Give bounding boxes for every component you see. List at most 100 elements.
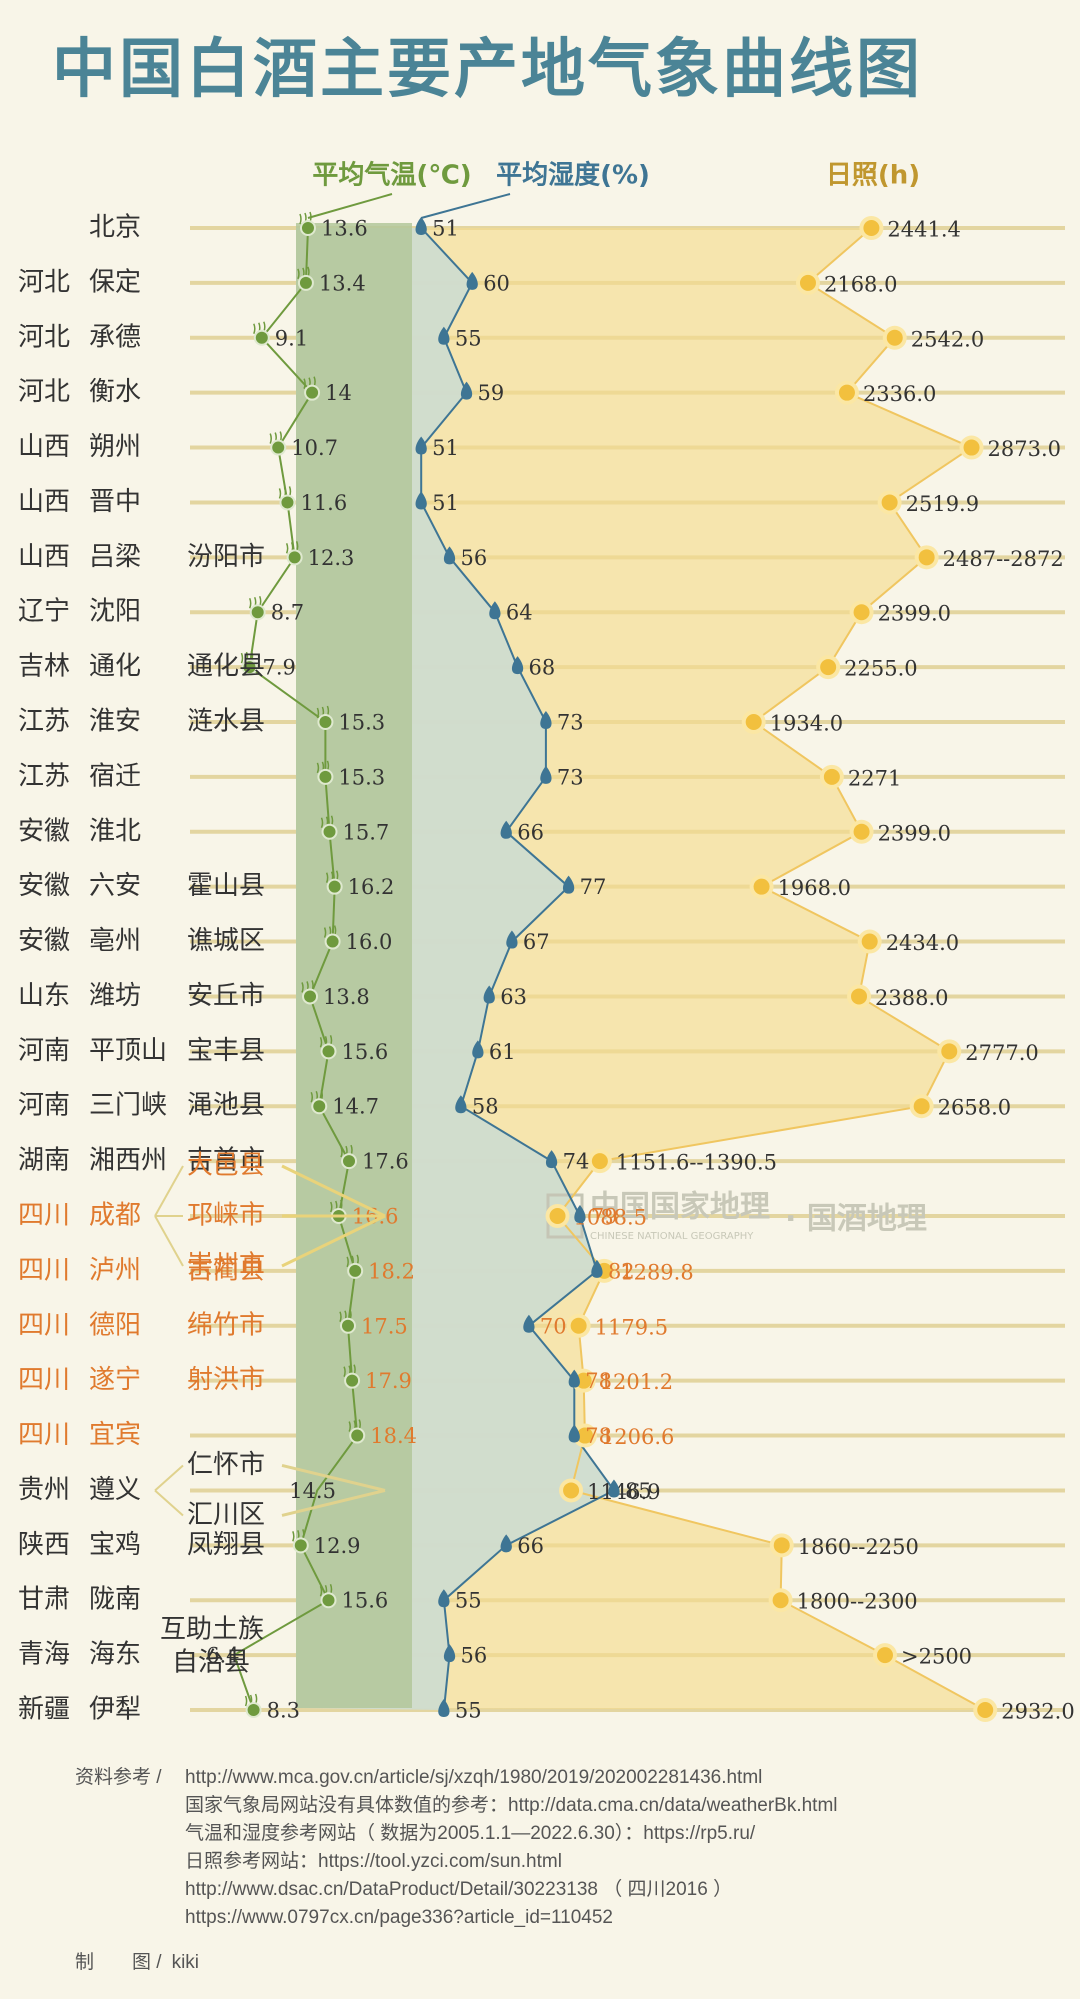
city-label: 承德 [89,322,141,352]
sources-label: 资料参考 / [75,1767,162,1788]
province-label: 吉林 [18,652,70,682]
city-label: 平顶山 [89,1036,167,1066]
watermark-sub: CHINESE NATIONAL GEOGRAPHY [590,1231,754,1242]
temperature-label: 15.3 [338,765,385,789]
sunshine-label: 1201.2 [600,1370,673,1394]
city-label: 宿迁 [89,761,141,791]
humidity-droplet [415,436,427,455]
humidity-droplet [545,1150,558,1169]
source-line[interactable]: http://www.dsac.cn/DataProduct/Detail/30… [185,1879,733,1900]
temperature-marker [339,1317,356,1334]
temperature-label: 17.9 [365,1369,412,1393]
province-label: 河南 [18,1036,70,1066]
temperature-marker [317,768,334,785]
province-label: 新疆 [18,1695,70,1725]
sunshine-label: 2542.0 [911,327,984,351]
city-label: 淮北 [89,816,141,846]
province-label: 陕西 [18,1530,70,1560]
city-label: 三门峡 [89,1091,167,1121]
county-label: 古蔺县 [187,1255,265,1285]
humidity-label: 73 [557,711,584,735]
temperature-marker [311,1098,328,1115]
temperature-label: 16.0 [346,930,393,954]
humidity-droplet [438,1589,450,1608]
sunshine-marker [570,1317,587,1334]
city-label: 湘西州 [89,1146,167,1176]
province-label: 河南 [18,1091,70,1121]
temperature-label: 15.6 [341,1589,388,1613]
bracket-line [281,1214,386,1268]
city-label: 晋中 [89,487,141,517]
province-label: 四川 [18,1201,70,1231]
city-label: 保定 [89,267,141,297]
province-label: 四川 [18,1420,70,1450]
humidity-droplet [506,930,518,949]
sunshine-marker [563,1482,580,1499]
temperature-label: 6.4 [206,1644,239,1668]
sunshine-marker [772,1592,789,1609]
humidity-header-pointer [420,193,511,219]
humidity-label: 59 [478,381,505,405]
sunshine-label: 1860--2250 [798,1535,919,1559]
sunshine-label: 1088.5 [574,1206,647,1230]
province-label: 安徽 [18,871,70,901]
city-label: 亳州 [89,926,141,956]
city-label: 衡水 [89,377,141,407]
city-label: 遵义 [89,1475,141,1505]
city-label: 通化 [89,652,141,682]
sunshine-label: 2658.0 [938,1096,1011,1120]
humidity-droplet [415,217,427,235]
temperature-header: 平均气温(℃) [312,160,471,191]
city-label: 朔州 [89,432,141,462]
temperature-label: 12.3 [308,546,355,570]
sunshine-marker [575,1372,592,1389]
humidity-line [420,227,616,1711]
sunshine-marker [861,933,878,950]
county-label: 汇川区 [187,1500,265,1530]
county-label: 谯城区 [187,926,265,956]
city-label: 遂宁 [89,1365,141,1395]
county-label: 射洪市 [187,1365,265,1395]
source-line[interactable]: 日照参考网站：https://tool.yzci.com/sun.html [185,1851,562,1872]
humidity-label: 55 [455,1699,482,1723]
temperature-marker [326,878,343,895]
source-line[interactable]: 气温和湿度参考网站（ 数据为2005.1.1—2022.6.30）：https:… [185,1823,756,1844]
humidity-droplet [443,546,456,565]
humidity-label: 56 [461,546,488,570]
province-label: 河北 [18,322,70,352]
sunshine-label: 2271 [848,766,901,790]
temperature-marker [299,220,316,236]
sunshine-marker [745,714,762,730]
sunshine-label: 1800--2300 [797,1590,918,1614]
sunshine-marker [838,384,855,401]
connector-line [154,1165,184,1217]
source-line[interactable]: https://www.0797cx.cn/page336?article_id… [185,1907,613,1928]
humidity-droplet [511,656,524,675]
humidity-label: 78 [585,1369,612,1393]
temperature-label: 13.6 [321,217,368,241]
province-label: 湖南 [18,1146,70,1176]
temperature-label: 12.9 [314,1534,361,1558]
temperature-label: 8.7 [271,601,304,625]
province-label: 山东 [18,981,70,1011]
humidity-label: 51 [432,217,459,241]
source-line[interactable]: 国家气象局网站没有具体数值的参考：http://data.cma.cn/data… [185,1795,838,1816]
temperature-label: 14.7 [332,1095,379,1119]
humidity-label: 74 [563,1150,590,1174]
sunshine-marker [799,274,816,291]
sunshine-label: 2434.0 [886,931,959,955]
source-line[interactable]: http://www.mca.gov.cn/article/sj/xzqh/19… [185,1767,763,1788]
humidity-label: 66 [517,820,544,844]
temperature-marker [292,1537,309,1554]
county-label: 绵竹市 [187,1310,265,1340]
humidity-droplet [523,1314,535,1333]
humidity-label: 51 [432,436,459,460]
humidity-label: 56 [461,1644,488,1668]
humidity-droplet [500,1534,512,1553]
sunshine-marker [823,768,840,785]
humidity-droplet [489,601,501,620]
temperature-label: 7.9 [262,656,295,680]
temperature-label: 15.3 [338,711,385,735]
temperature-marker [302,988,319,1005]
province-label: 四川 [18,1255,70,1285]
